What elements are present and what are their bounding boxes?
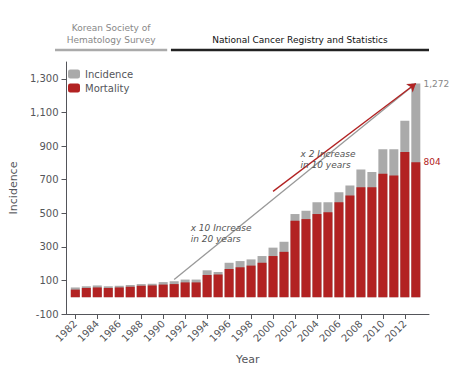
svg-text:Incidence: Incidence — [85, 69, 133, 80]
svg-text:1998: 1998 — [229, 318, 255, 344]
svg-text:1,300: 1,300 — [30, 73, 59, 84]
svg-text:1986: 1986 — [97, 318, 123, 344]
svg-text:1982: 1982 — [53, 318, 79, 344]
svg-text:Hematology Survey: Hematology Survey — [67, 35, 157, 45]
svg-text:in 10 years: in 10 years — [300, 160, 350, 170]
svg-text:804: 804 — [424, 157, 441, 167]
svg-text:300: 300 — [39, 241, 58, 252]
svg-text:900: 900 — [39, 141, 58, 152]
svg-text:1994: 1994 — [185, 318, 211, 344]
svg-text:-100: -100 — [36, 309, 59, 320]
svg-text:1990: 1990 — [141, 318, 167, 344]
svg-text:2012: 2012 — [383, 318, 409, 344]
svg-text:National Cancer Registry and S: National Cancer Registry and Statistics — [212, 35, 388, 45]
svg-text:2010: 2010 — [361, 318, 387, 344]
svg-text:1992: 1992 — [163, 318, 189, 344]
svg-text:Incidence: Incidence — [7, 161, 20, 214]
svg-text:Year: Year — [235, 353, 260, 366]
svg-text:1996: 1996 — [207, 318, 233, 344]
svg-text:1984: 1984 — [75, 318, 101, 344]
svg-text:500: 500 — [39, 208, 58, 219]
svg-text:x 2 Increase: x 2 Increase — [299, 149, 356, 159]
svg-text:1,272: 1,272 — [424, 79, 450, 89]
svg-text:2004: 2004 — [295, 318, 321, 344]
svg-text:1,100: 1,100 — [30, 107, 59, 118]
svg-text:100: 100 — [39, 275, 58, 286]
svg-text:in 20 years: in 20 years — [191, 234, 241, 244]
svg-text:700: 700 — [39, 174, 58, 185]
svg-text:x 10 Increase: x 10 Increase — [190, 223, 252, 233]
svg-text:2002: 2002 — [273, 318, 299, 344]
svg-text:2008: 2008 — [339, 318, 365, 344]
svg-text:2006: 2006 — [317, 318, 343, 344]
svg-text:Korean Society of: Korean Society of — [72, 23, 152, 33]
svg-text:2000: 2000 — [251, 318, 277, 344]
svg-text:Mortality: Mortality — [85, 83, 129, 94]
svg-text:1988: 1988 — [119, 318, 145, 344]
